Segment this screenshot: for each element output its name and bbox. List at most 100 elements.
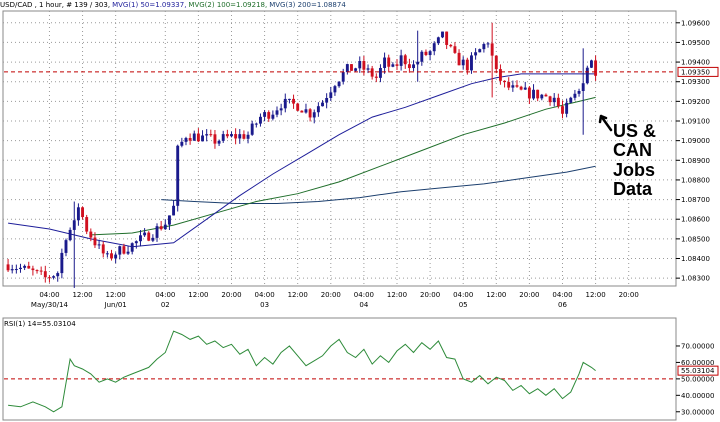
candle-body xyxy=(151,237,155,241)
candle-body xyxy=(31,268,35,271)
symbol-label: USD/CAD , 1 hour, # 139 / 303, xyxy=(0,1,111,9)
date-tick-label: 05 xyxy=(459,301,468,309)
candle-body xyxy=(246,134,250,139)
rsi-panel-frame xyxy=(2,317,677,421)
candle-body xyxy=(536,89,540,99)
time-tick-label: 04:00 xyxy=(255,291,275,299)
candle-body xyxy=(449,44,453,47)
candle-body xyxy=(52,276,56,278)
candle-body xyxy=(552,97,556,103)
candle-body xyxy=(345,64,349,73)
candle-body xyxy=(10,269,14,271)
time-tick-label: 04:00 xyxy=(552,291,572,299)
candle-body xyxy=(221,134,225,141)
candle-body xyxy=(89,231,93,238)
candle-body xyxy=(515,85,519,87)
candle-body xyxy=(147,232,151,241)
price-tick-label: 1.09100 xyxy=(681,118,710,126)
time-tick-label: 20:00 xyxy=(619,291,639,299)
candle-body xyxy=(428,51,432,55)
candle-body xyxy=(134,241,138,244)
candle-body xyxy=(234,134,238,139)
candle-body xyxy=(192,133,196,141)
candle-body xyxy=(180,141,184,146)
candle-body xyxy=(312,112,316,118)
date-tick-label: 02 xyxy=(161,301,170,309)
price-tick-label: 1.09600 xyxy=(681,19,710,27)
candle-body xyxy=(250,123,254,135)
candle-body xyxy=(14,269,18,271)
candle-body xyxy=(532,89,535,99)
candle-body xyxy=(60,252,64,274)
time-tick-label: 12:00 xyxy=(72,291,92,299)
candle-body xyxy=(196,133,200,142)
candle-body xyxy=(540,94,544,99)
candle-body xyxy=(465,59,469,71)
rsi-title: RSI(1) 14=55.03104 xyxy=(4,320,76,328)
candle-body xyxy=(296,103,300,111)
candle-body xyxy=(441,31,444,38)
candle-body xyxy=(271,114,275,119)
rsi-axis: 70.00000 60.00000 50.00000 40.00000 30.00000 xyxy=(676,342,714,416)
time-tick-label: 12:00 xyxy=(486,291,506,299)
candle-body xyxy=(407,64,411,69)
candle-body xyxy=(337,81,341,87)
candle-body xyxy=(370,68,374,77)
candle-body xyxy=(395,64,399,66)
candle-body xyxy=(453,46,457,53)
price-tick-label: 1.09400 xyxy=(681,59,710,67)
rsi-current-box xyxy=(677,365,719,376)
candle-body xyxy=(188,138,192,141)
candle-body xyxy=(283,98,287,109)
price-tick-label: 1.09000 xyxy=(681,137,710,145)
time-tick-label: 04:00 xyxy=(155,291,175,299)
candle-body xyxy=(68,229,72,241)
candle-body xyxy=(230,134,233,137)
candle-body xyxy=(205,134,209,136)
candle-body xyxy=(27,265,31,269)
chart-header: USD/CAD , 1 hour, # 139 / 303, MVG(1) 50=… xyxy=(0,0,720,10)
candle-body xyxy=(238,134,242,139)
candle-body xyxy=(304,109,308,113)
candle-body xyxy=(97,244,101,246)
candle-body xyxy=(101,244,105,254)
candle-body xyxy=(259,116,262,124)
candle-body xyxy=(416,61,420,65)
candle-body xyxy=(321,102,324,107)
candle-body xyxy=(470,55,473,71)
candle-body xyxy=(130,243,134,252)
candle-body xyxy=(527,87,531,99)
candle-body xyxy=(155,226,159,238)
candle-body xyxy=(172,205,176,216)
candle-body xyxy=(213,134,217,144)
candle-body xyxy=(72,220,76,230)
candle-body xyxy=(424,51,428,55)
price-tick-label: 1.08900 xyxy=(681,157,710,165)
candle-body xyxy=(590,60,593,68)
candle-body xyxy=(565,102,569,114)
candle-body xyxy=(478,49,482,53)
candle-body xyxy=(325,97,329,103)
candle-body xyxy=(85,217,89,232)
annotation-line-1: US & xyxy=(613,121,656,141)
candle-body xyxy=(105,253,109,255)
rsi-tick-label: 40.00000 xyxy=(681,392,714,400)
candle-body xyxy=(308,109,312,118)
current-price-box xyxy=(677,66,719,77)
candle-body xyxy=(486,43,490,45)
price-tick-label: 1.09300 xyxy=(681,78,710,86)
annotation: US & CAN Jobs Data xyxy=(598,114,656,199)
candle-body xyxy=(275,110,279,115)
candle-body xyxy=(23,265,27,268)
candles xyxy=(6,22,598,288)
date-tick-label: 03 xyxy=(260,301,269,309)
date-tick-label: Jun/01 xyxy=(104,301,127,309)
candle-body xyxy=(201,135,204,142)
candle-body xyxy=(548,96,552,103)
time-tick-label: 12:00 xyxy=(106,291,126,299)
candle-body xyxy=(267,112,271,119)
candle-body xyxy=(354,68,358,71)
price-tick-label: 1.09200 xyxy=(681,98,710,106)
candle-body xyxy=(474,52,478,56)
